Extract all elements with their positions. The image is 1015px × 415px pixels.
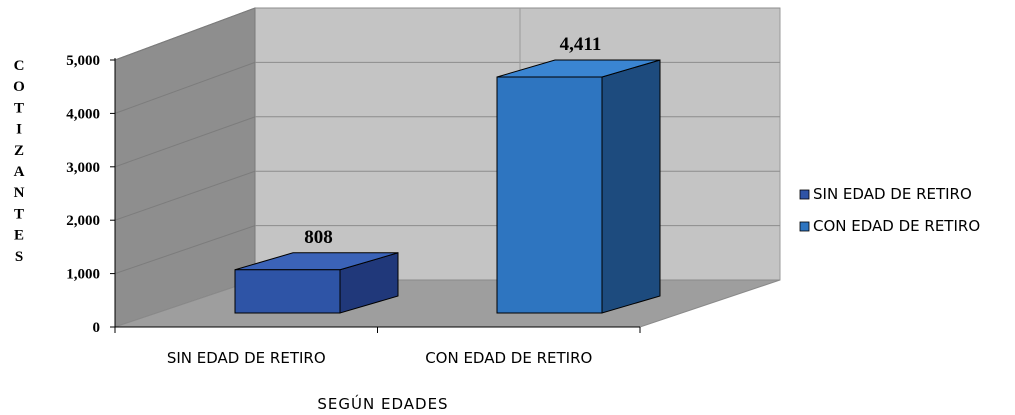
y-tick-label: 5,000 <box>66 53 100 69</box>
y-axis-title-letter: I <box>16 122 22 138</box>
legend-swatch <box>799 221 810 232</box>
data-label: 4,411 <box>560 34 602 55</box>
gridline-side <box>114 61 256 114</box>
gridline-side <box>114 7 256 61</box>
data-label: 808 <box>304 227 333 248</box>
legend: SIN EDAD DE RETIRO CON EDAD DE RETIRO <box>799 185 980 235</box>
y-tick-label: 2,000 <box>66 213 100 229</box>
bar-front-face <box>496 76 603 314</box>
legend-entry: CON EDAD DE RETIRO <box>813 217 980 235</box>
y-tick-label: 0 <box>93 320 101 336</box>
x-axis-title: SEGÚN EDADES <box>317 394 448 413</box>
bars: 808 4,411 <box>234 34 661 314</box>
y-axis-title-letter: O <box>13 79 25 95</box>
bar-2: 4,411 <box>496 34 661 314</box>
y-axis-title-letter: T <box>14 206 24 222</box>
y-axis-title-letter: A <box>14 164 25 180</box>
y-axis-title-letter: S <box>15 249 23 265</box>
y-axis-title-letter: T <box>14 100 24 116</box>
gridline-side <box>114 225 256 275</box>
bar-front-face <box>234 269 341 314</box>
y-tick-label: 4,000 <box>66 106 100 122</box>
chart-side-wall <box>114 7 256 328</box>
y-axis-ticks: 0 1,000 2,000 3,000 4,000 5,000 <box>66 53 115 336</box>
y-axis-title-letter: E <box>14 228 24 244</box>
x-axis-ticks: SIN EDAD DE RETIRO CON EDAD DE RETIRO <box>114 327 641 367</box>
gridline-side <box>114 116 256 168</box>
gridline-side <box>114 170 256 221</box>
legend-entry: SIN EDAD DE RETIRO <box>813 185 972 203</box>
x-category-label: CON EDAD DE RETIRO <box>425 349 592 367</box>
y-axis-title-letter: N <box>14 185 25 201</box>
bar-1: 808 <box>234 227 399 314</box>
y-axis-title-letter: C <box>14 58 25 74</box>
x-category-label: SIN EDAD DE RETIRO <box>167 349 326 367</box>
y-tick-label: 1,000 <box>66 267 100 283</box>
legend-swatch <box>799 189 810 200</box>
bar-side-face <box>601 59 661 314</box>
y-axis-title-letter: Z <box>14 143 24 159</box>
y-tick-label: 3,000 <box>66 160 100 176</box>
